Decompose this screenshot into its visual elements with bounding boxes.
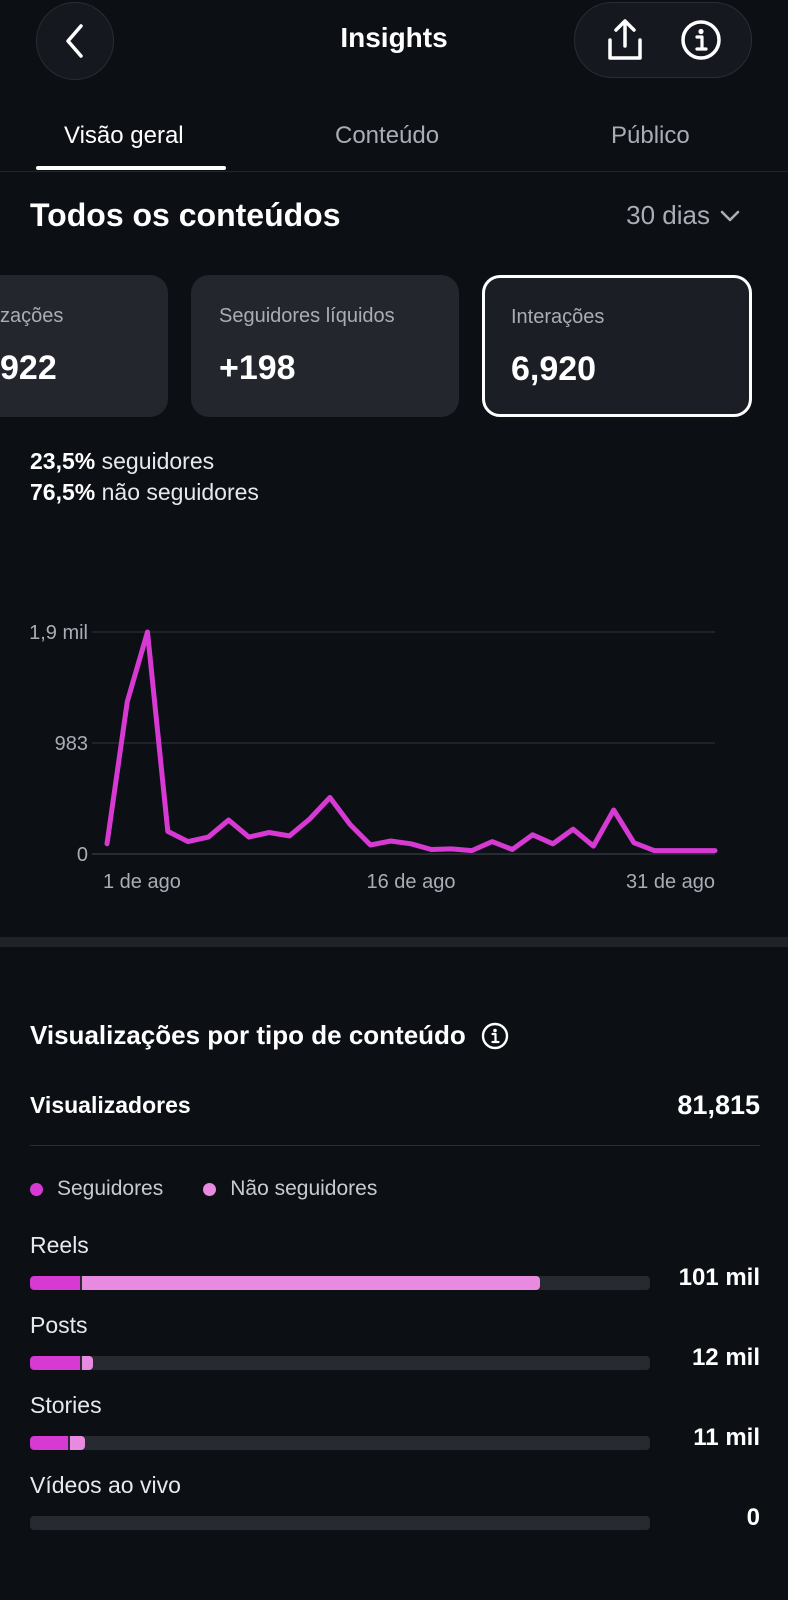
chevron-down-icon <box>720 210 740 221</box>
date-range-label: 30 dias <box>626 200 710 230</box>
viewers-value: 81,815 <box>677 1090 760 1120</box>
header: Insights <box>0 0 788 82</box>
viewers-label: Visualizadores <box>30 1092 191 1118</box>
non-followers-segment <box>81 1356 93 1370</box>
content-type-bar <box>30 1516 650 1530</box>
content-type-value: 12 mil <box>691 1344 760 1371</box>
active-tab-indicator <box>36 166 226 170</box>
date-range-dropdown[interactable]: 30 dias <box>626 200 740 231</box>
metric-label: Interações <box>511 306 605 328</box>
content-type-bar <box>30 1356 650 1370</box>
content-type-bar <box>30 1276 650 1290</box>
content-type-row-live[interactable]: Vídeos ao vivo 0 <box>30 1472 760 1542</box>
tab-overview[interactable]: Visão geral <box>64 122 184 149</box>
non-followers-segment <box>81 1276 541 1290</box>
non-followers-label: não seguidores <box>101 479 259 505</box>
metric-label: zações <box>0 305 64 327</box>
y-tick-label: 0 <box>77 844 88 866</box>
chart-legend: Seguidores Não seguidores <box>30 1177 377 1201</box>
metric-card-interactions[interactable]: Interações 6,920 <box>482 275 752 417</box>
content-type-row-stories[interactable]: Stories 11 mil <box>30 1392 760 1462</box>
metric-value: 6,920 <box>511 350 597 388</box>
content-type-label: Posts <box>30 1312 88 1338</box>
interactions-chart[interactable]: 0 983 1,9 mil 1 de ago 16 de ago 31 de ago <box>0 600 788 900</box>
audience-breakdown: 23,5% seguidores 76,5% não seguidores <box>30 446 259 508</box>
tab-bar: Visão geral Conteúdo Público <box>0 108 788 172</box>
metric-value: 922 <box>0 349 57 387</box>
share-button[interactable] <box>597 12 653 68</box>
x-tick-label: 16 de ago <box>367 871 456 893</box>
non-followers-segment <box>70 1436 86 1450</box>
legend-non-followers: Não seguidores <box>203 1177 377 1201</box>
info-button[interactable] <box>673 12 729 68</box>
share-icon <box>608 19 642 60</box>
followers-segment <box>30 1436 69 1450</box>
content-type-label: Vídeos ao vivo <box>30 1472 181 1498</box>
content-type-label: Reels <box>30 1232 89 1258</box>
views-title-text: Visualizações por tipo de conteúdo <box>30 1020 466 1050</box>
content-type-value: 11 mil <box>693 1424 760 1451</box>
content-type-value: 0 <box>746 1504 760 1531</box>
followers-percent: 23,5% <box>30 448 96 474</box>
tab-audience[interactable]: Público <box>611 122 690 149</box>
legend-dot <box>203 1182 217 1196</box>
section-title: Todos os conteúdos <box>30 197 341 233</box>
line-chart: 0 983 1,9 mil 1 de ago 16 de ago 31 de ago <box>29 622 718 893</box>
info-icon <box>681 20 721 60</box>
tab-content[interactable]: Conteúdo <box>335 122 440 149</box>
series-line <box>104 629 718 854</box>
section-divider <box>0 937 788 947</box>
followers-segment <box>30 1356 80 1370</box>
content-type-row-reels[interactable]: Reels 101 mil <box>30 1232 760 1302</box>
y-tick-label: 983 <box>55 733 88 755</box>
metric-label: Seguidores líquidos <box>219 305 395 327</box>
chevron-left-icon <box>66 24 83 58</box>
header-actions <box>574 2 752 78</box>
content-type-row-posts[interactable]: Posts 12 mil <box>30 1312 760 1382</box>
views-by-type-title: Visualizações por tipo de conteúdo <box>30 1020 510 1051</box>
back-button[interactable] <box>36 2 114 80</box>
followers-label: seguidores <box>101 448 215 474</box>
content-type-label: Stories <box>30 1392 102 1418</box>
legend-dot <box>30 1182 43 1196</box>
legend-label: Não seguidores <box>230 1177 378 1200</box>
x-tick-label: 1 de ago <box>103 871 181 893</box>
metric-card-views[interactable]: zações 922 <box>0 275 168 417</box>
content-type-bar <box>30 1436 650 1450</box>
info-icon[interactable] <box>480 1021 510 1051</box>
non-followers-percent: 76,5% <box>30 479 96 505</box>
y-tick-label: 1,9 mil <box>29 622 88 644</box>
content-type-value: 101 mil <box>678 1264 760 1291</box>
metric-card-net-followers[interactable]: Seguidores líquidos +198 <box>191 275 459 417</box>
followers-segment <box>30 1276 80 1290</box>
legend-followers: Seguidores <box>30 1177 163 1201</box>
viewers-row: Visualizadores 81,815 <box>30 1090 760 1146</box>
x-tick-label: 31 de ago <box>626 871 715 893</box>
metric-value: +198 <box>219 349 296 387</box>
legend-label: Seguidores <box>57 1177 164 1200</box>
